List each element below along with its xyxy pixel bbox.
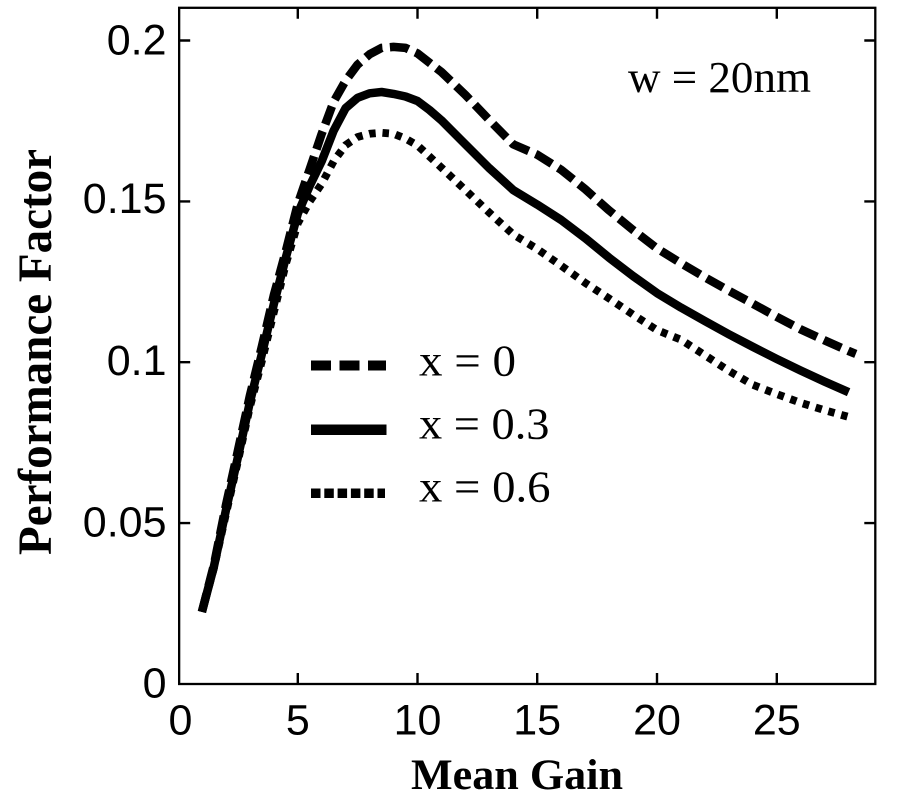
svg-text:10: 10 [394,697,442,745]
svg-text:w = 20nm: w = 20nm [628,53,811,102]
svg-text:20: 20 [633,697,681,745]
svg-text:0: 0 [143,660,167,708]
svg-text:15: 15 [513,697,561,745]
svg-text:0.1: 0.1 [107,337,167,385]
svg-text:0.2: 0.2 [107,17,167,65]
svg-text:0: 0 [169,697,193,745]
svg-text:x = 0.6: x = 0.6 [419,463,551,512]
svg-text:x = 0.3: x = 0.3 [419,400,550,449]
svg-text:5: 5 [286,697,310,745]
svg-text:25: 25 [753,697,801,745]
svg-text:0.15: 0.15 [83,175,167,223]
svg-text:Mean Gain: Mean Gain [411,752,623,799]
svg-text:Performance Factor: Performance Factor [9,149,62,555]
svg-text:x = 0: x = 0 [419,337,516,386]
svg-text:0.05: 0.05 [83,499,167,547]
